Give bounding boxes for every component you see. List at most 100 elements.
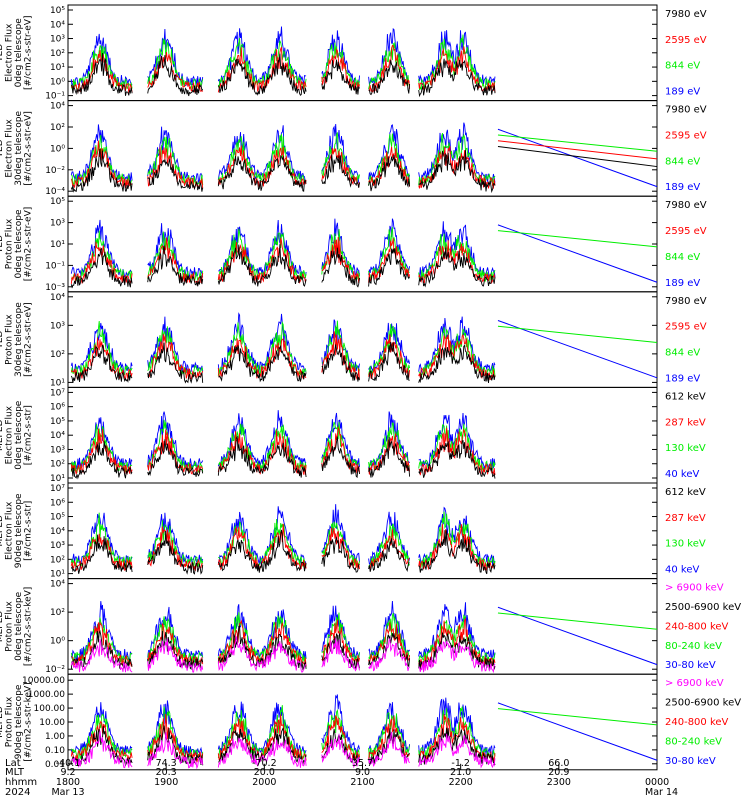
y-tick-label: 10⁶ [50,498,65,508]
y-tick-label: 1.00 [45,732,65,742]
series-green-trace [147,38,204,90]
series-green-trace [218,518,307,568]
y-tick-label: 10⁴ [50,20,65,30]
x-tick-label: 74.3 [156,758,177,769]
y-axis-label-line: 0deg telescope [14,18,24,88]
y-axis-label: TEDProton Flux30deg telescope[#/cm2-s-st… [0,302,34,377]
series-black-trace [368,538,410,573]
panel-2: 10⁻⁴ 10⁻² 10⁰ 10² 10⁴ TEDElectron Flux30deg t… [0,100,707,197]
legend-entry: 240-800 keV [665,717,729,728]
legend-entry: 2595 eV [665,130,707,141]
y-axis-label-line: 0deg telescope [14,591,24,661]
series-green-trace [147,419,204,474]
y-tick-label: 10³ [50,445,65,455]
series-black-trace [218,345,307,383]
series-black-trace [368,633,411,668]
x-tick-label: -40.1 [56,758,81,769]
y-tick-label: 10⁴ [50,431,65,441]
y-axis-label-line: 90deg telescope [14,493,24,568]
series-green-trace [71,713,133,760]
y-tick-label: 0.10 [45,746,65,756]
y-tick-label: 10⁴ [50,527,65,537]
x-tick-label: 9.0 [355,767,370,778]
xaxis-row-label-lat: Lat [5,758,21,769]
series-black-trace [217,53,307,96]
y-tick-label: 10² [50,350,65,360]
series-green-trace [368,612,410,662]
series-red-trace [217,338,307,380]
y-axis-label-line: 0deg telescope [14,400,24,470]
series-red-trace [217,523,307,571]
y-tick-label: 10000.00 [22,676,65,686]
series-green-trace [70,320,133,378]
y-tick-label: 100.00 [34,704,66,714]
panel-frame [67,195,658,293]
y-axis-label-line: Electron Flux [5,118,15,177]
series-black-trace [147,342,204,384]
legend-entry: 2500-6900 keV [665,698,741,709]
y-tick-label: 10³ [50,321,65,331]
y-axis-label-line: TED [0,330,5,349]
series-black-trace [418,344,496,384]
x-tick-label: 21.0 [450,767,471,778]
series-black-trace [321,344,360,382]
x-tick-label: Mar 13 [51,787,84,798]
x-tick-label: 2200 [449,777,473,788]
series-magenta-trace [70,730,133,769]
y-axis-label-line: [#/cm2-s-str] [24,405,34,465]
y-tick-label: 10⁵ [50,6,65,16]
y-tick-label: 10.00 [39,718,65,728]
x-tick-label: 66.0 [548,758,569,769]
y-axis-label-line: TED [0,235,5,254]
series-blue-trace [70,322,133,375]
y-tick-label: 10² [50,123,65,133]
panel-5: 10¹ 10² 10³ 10⁴ 10⁵ 10⁶ 10⁷ MEPEDElectron Flux0… [0,386,706,484]
x-tick-label: 9.2 [60,767,75,778]
y-tick-label: 10² [50,460,65,470]
series-red-trace [368,622,411,664]
series-black-trace [321,247,360,288]
legend-entry: > 6900 keV [665,583,724,594]
series-magenta-trace [70,639,133,673]
series-black-trace [217,625,307,671]
panel-frame [67,4,658,102]
y-axis-label: MEPEDElectron Flux90deg telescope[#/cm2-… [0,493,34,568]
series-black-trace [217,244,307,287]
series-red-trace [418,240,496,285]
x-tick-label: -70.2 [252,758,277,769]
series-green-trace [321,320,360,374]
series-red-trace [368,146,411,187]
series-blue-trace [418,122,496,184]
series-black-trace [368,341,410,382]
series-black-trace [147,245,204,287]
y-axis-label: TEDElectron Flux0deg telescope[#/cm2-s-s… [0,16,34,91]
series-black-trace [147,439,204,477]
series-black-trace [147,55,204,97]
panel-3: 10⁻³ 10⁻¹ 10¹ 10³ 10⁵ TEDProton Flux0deg tele… [0,195,707,293]
series-red-trace [321,425,360,474]
y-tick-label: 10¹ [50,378,65,388]
series-blue-tail [497,320,658,379]
y-tick-label: 10² [50,608,65,618]
series-magenta-trace [368,731,410,767]
y-axis-label-line: Electron Flux [5,405,15,464]
y-tick-label: 1000.00 [28,690,65,700]
y-tick-label: 10⁻² [45,665,65,675]
series-blue-trace [70,512,133,565]
y-tick-label: 10² [50,555,65,565]
y-axis-label: MEPEDProton Flux0deg telescope[#/cm2-s-s… [0,587,34,666]
x-tick-label: 35.7 [352,758,373,769]
series-blue-trace [321,605,360,660]
series-green-trace [321,421,360,469]
x-tick-label: 20.9 [548,767,569,778]
series-red-trace [70,337,133,380]
legend-entry: 287 keV [665,417,706,428]
series-blue-trace [147,223,204,278]
panel-4: 10¹ 10² 10³ 10⁴ TEDProton Flux30deg telescop… [0,291,707,388]
y-tick-label: 10¹ [50,63,65,73]
x-tick-label: 1800 [56,777,80,788]
series-red-trace [418,333,496,381]
